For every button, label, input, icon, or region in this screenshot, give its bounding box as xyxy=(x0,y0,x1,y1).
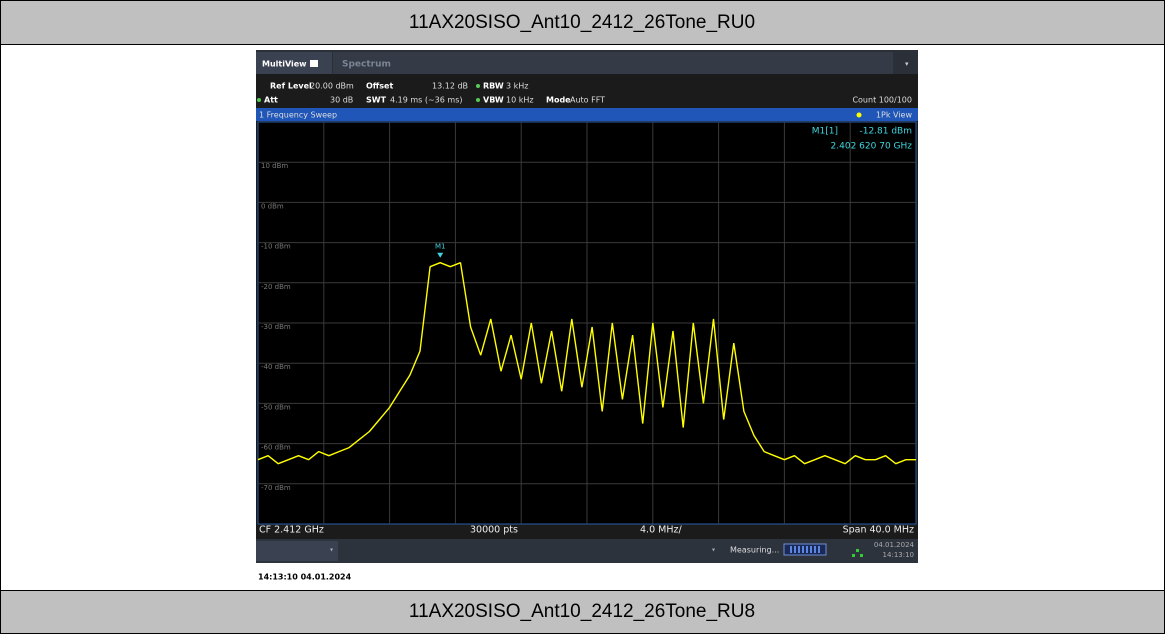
progress-fill xyxy=(790,546,820,553)
trace-dot xyxy=(856,112,862,118)
count: Count 100/100 xyxy=(852,96,912,105)
dropdown[interactable]: ▾ xyxy=(905,60,909,68)
timestamp: 14:13:10 04.01.2024 xyxy=(258,573,352,582)
center-frequency: CF 2.412 GHz xyxy=(259,525,324,536)
tab[interactable] xyxy=(256,52,332,74)
progress xyxy=(783,543,827,556)
y-tick-label: -30 dBm xyxy=(261,323,291,331)
points: 30000 pts xyxy=(470,525,518,536)
marker-frequency: 2.402 620 70 GHz xyxy=(831,142,913,152)
value: 4.19 ms (~36 ms) xyxy=(390,96,463,105)
footer-title: 11AX20SISO_Ant10_2412_26Tone_RU8 xyxy=(409,601,755,622)
label: Ref Level xyxy=(270,82,312,91)
marker-symbol xyxy=(437,252,444,258)
dot xyxy=(257,98,261,102)
value: 3 kHz xyxy=(506,82,528,91)
value: 13.12 dB xyxy=(432,82,468,91)
value: Auto FFT xyxy=(570,96,605,105)
trace xyxy=(257,262,916,465)
label: RBW xyxy=(483,82,504,91)
status-date: 04.01.2024 xyxy=(874,541,915,549)
label: SWT xyxy=(366,96,387,105)
label: Att xyxy=(264,96,278,105)
y-tick-label: 0 dBm xyxy=(261,202,284,210)
icon xyxy=(310,60,318,67)
tab-label[interactable]: Spectrum xyxy=(342,60,391,70)
label: VBW xyxy=(483,96,504,105)
label: Mode xyxy=(546,96,571,105)
footer-bar xyxy=(0,590,1165,634)
dropdown[interactable]: ▾ xyxy=(712,547,715,554)
window-bar xyxy=(256,108,918,121)
y-tick-label: 10 dBm xyxy=(261,162,288,170)
status-text: Measuring... xyxy=(730,546,779,555)
marker-label: M1 xyxy=(435,243,446,251)
header-title: 11AX20SISO_Ant10_2412_26Tone_RU0 xyxy=(409,12,755,33)
status-field xyxy=(256,541,338,561)
tab[interactable] xyxy=(333,52,893,74)
dot xyxy=(476,98,480,102)
status-time: 14:13:10 xyxy=(883,551,914,559)
marker-name: M1[1] xyxy=(812,127,838,137)
network-icon xyxy=(852,549,863,557)
y-tick-label: -20 dBm xyxy=(261,283,291,291)
view: 1Pk View xyxy=(876,111,913,120)
label: Offset xyxy=(366,82,393,91)
plot: 10 dBm 0 dBm -10 dBm -20 dBm -30 dBm -40 dBm -… xyxy=(257,121,917,525)
marker-level: -12.81 dBm xyxy=(859,127,912,137)
y-tick-label: -10 dBm xyxy=(261,243,291,251)
header-bar xyxy=(0,0,1165,45)
dot xyxy=(476,84,480,88)
tab-label[interactable]: MultiView xyxy=(262,60,307,69)
dropdown[interactable]: ▾ xyxy=(330,547,333,554)
analyzer-screen: MultiView Spectrum ▾ Ref Level 20.00 dBm… xyxy=(256,50,918,563)
y-tick-label: -40 dBm xyxy=(261,363,291,371)
y-tick-label: -70 dBm xyxy=(261,484,291,492)
value: 10 kHz xyxy=(506,96,534,105)
y-tick-label: -60 dBm xyxy=(261,444,291,452)
y-tick-label: -50 dBm xyxy=(261,403,291,411)
value: 30 dB xyxy=(330,96,353,105)
value: 20.00 dBm xyxy=(310,82,354,91)
span: Span 40.0 MHz xyxy=(843,525,914,536)
division: 4.0 MHz/ xyxy=(640,525,682,536)
window-title: 1 Frequency Sweep xyxy=(259,111,337,120)
